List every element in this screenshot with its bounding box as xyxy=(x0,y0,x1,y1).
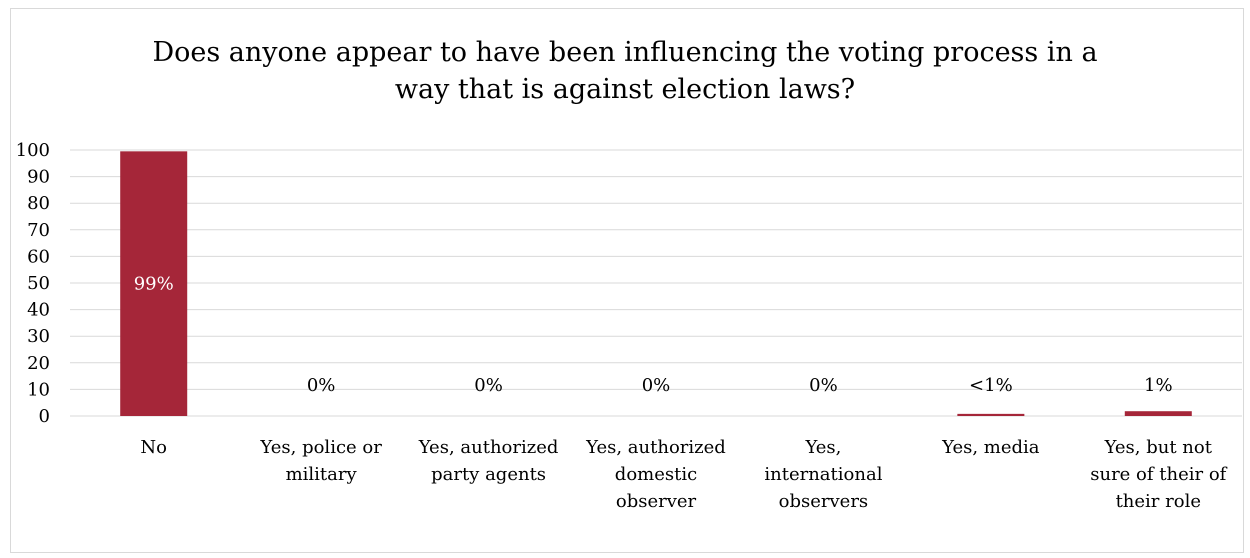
y-tick-label: 60 xyxy=(27,246,50,267)
data-label: 1% xyxy=(1144,375,1173,396)
y-tick-label: 90 xyxy=(27,167,50,188)
category-label: military xyxy=(286,464,358,485)
category-label: Yes, authorized xyxy=(418,437,559,458)
category-label: their role xyxy=(1116,491,1201,512)
y-tick-label: 70 xyxy=(27,220,50,241)
category-label: observers xyxy=(779,491,869,512)
y-tick-label: 20 xyxy=(27,353,50,374)
category-label: domestic xyxy=(615,464,697,485)
y-tick-label: 100 xyxy=(16,140,50,161)
category-label: observer xyxy=(616,491,697,512)
chart-title-line-1: Does anyone appear to have been influenc… xyxy=(152,37,1098,68)
data-label: 0% xyxy=(642,375,671,396)
data-label: 0% xyxy=(809,375,838,396)
y-tick-label: 10 xyxy=(27,379,50,400)
y-tick-label: 30 xyxy=(27,326,50,347)
y-tick-label: 80 xyxy=(27,193,50,214)
category-label: Yes, authorized xyxy=(585,437,726,458)
category-label: Yes, xyxy=(804,437,841,458)
data-label: 0% xyxy=(307,375,336,396)
category-label: No xyxy=(140,437,167,458)
bar xyxy=(957,413,1025,416)
data-label: 99% xyxy=(134,274,174,295)
category-label: Yes, media xyxy=(941,437,1040,458)
data-label: 0% xyxy=(474,375,503,396)
category-label: Yes, police or xyxy=(259,437,382,458)
bar xyxy=(120,151,188,416)
category-label: party agents xyxy=(431,464,546,485)
y-tick-label: 40 xyxy=(27,300,50,321)
category-label: sure of their of xyxy=(1090,464,1227,485)
chart-title-line-2: way that is against election laws? xyxy=(394,74,856,105)
chart-title: Does anyone appear to have been influenc… xyxy=(0,34,1250,108)
category-label: international xyxy=(764,464,882,485)
y-tick-label: 50 xyxy=(27,273,50,294)
category-label: Yes, but not xyxy=(1104,437,1213,458)
chart-frame xyxy=(10,8,1244,553)
bar xyxy=(1124,411,1192,416)
data-label: <1% xyxy=(969,375,1013,396)
y-tick-label: 0 xyxy=(39,406,50,427)
